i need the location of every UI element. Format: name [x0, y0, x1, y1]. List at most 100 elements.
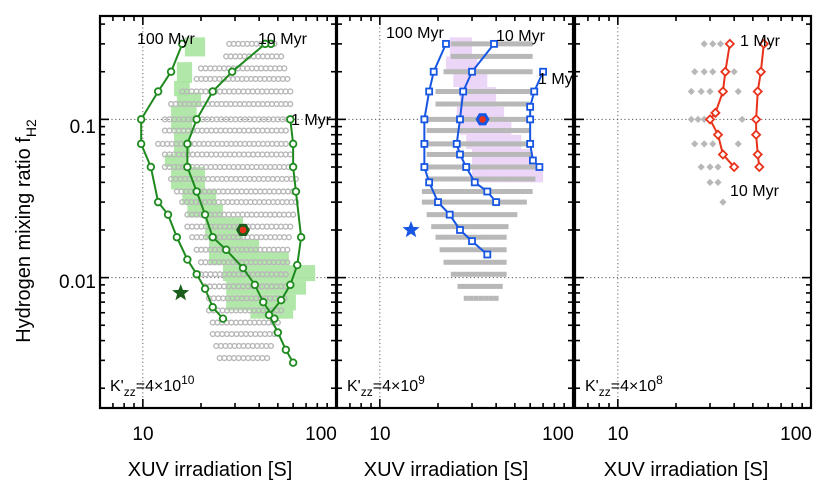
grey-point — [687, 87, 695, 96]
xtick-label-100-middle: 100 — [542, 424, 574, 445]
grey-point — [287, 223, 294, 230]
grey-point — [426, 116, 432, 122]
grey-point — [444, 247, 450, 253]
grey-point — [492, 128, 498, 134]
grey-point — [515, 128, 521, 134]
grey-point — [482, 41, 488, 47]
grey-point — [514, 41, 520, 47]
grey-point — [691, 68, 699, 76]
grey-point — [504, 141, 510, 147]
grey-point — [464, 41, 470, 47]
grey-point — [459, 53, 465, 59]
grey-point — [530, 176, 536, 182]
grey-point — [492, 271, 498, 277]
track-label: 10 Myr — [730, 183, 780, 200]
track-point — [758, 38, 770, 50]
track-point — [200, 284, 210, 293]
grey-point — [474, 259, 480, 265]
track-point — [750, 129, 762, 140]
range-box — [449, 37, 473, 57]
grey-point — [482, 101, 488, 107]
grey-point — [426, 128, 432, 134]
track-point — [526, 139, 535, 148]
grey-point — [431, 212, 437, 218]
grey-point — [520, 164, 526, 170]
grey-point — [496, 128, 502, 134]
ytick-label-0.1: 0.1 — [70, 117, 96, 138]
grey-point — [421, 189, 427, 195]
grey-point — [496, 247, 502, 253]
grey-point — [462, 199, 468, 205]
grey-point — [449, 189, 455, 195]
grey-point — [525, 176, 531, 182]
grey-point — [501, 259, 507, 265]
grey-point — [716, 40, 725, 48]
grey-point — [691, 140, 699, 148]
grey-point — [463, 189, 469, 195]
grey-point — [512, 199, 518, 205]
grey-point — [284, 246, 291, 253]
grey-point — [466, 283, 472, 289]
xtick-label-100-left: 100 — [305, 424, 337, 445]
grey-point — [706, 178, 714, 186]
grey-point — [426, 212, 432, 218]
grey-point — [461, 259, 467, 265]
track-point — [754, 161, 765, 173]
grey-point — [431, 176, 437, 182]
grey-point — [504, 189, 510, 195]
grey-point — [498, 212, 504, 218]
track-line — [755, 43, 765, 168]
track-point — [530, 87, 539, 96]
grey-point — [490, 151, 496, 157]
grey-point — [445, 141, 451, 147]
grey-point — [513, 89, 519, 95]
grey-point — [500, 141, 506, 147]
track-point — [526, 115, 535, 124]
x-axis-label-left: XUV irradiation [S] — [128, 459, 293, 481]
grey-point — [473, 271, 479, 277]
kzz-annotation: K'zz=4×1010 — [110, 373, 195, 399]
grey-point — [469, 164, 475, 170]
track-point — [539, 67, 547, 76]
grey-point — [431, 224, 437, 230]
grey-point — [500, 151, 506, 157]
range-box — [174, 131, 190, 155]
grey-point — [468, 41, 474, 47]
grey-point — [444, 234, 450, 240]
grey-point — [494, 224, 500, 230]
grey-point — [738, 115, 746, 123]
grey-point — [453, 199, 459, 205]
track-point — [492, 198, 501, 207]
grey-point — [468, 53, 474, 59]
range-box — [164, 154, 188, 168]
grey-point — [483, 259, 489, 265]
track-point — [264, 310, 274, 320]
panel-middle: 100 Myr 10 Myr 1 Myr K'zz=4×109 — [335, 14, 579, 410]
track-point — [261, 39, 270, 49]
grey-point — [486, 151, 492, 157]
grey-point — [491, 53, 497, 59]
star-marker — [172, 284, 190, 301]
grey-point — [463, 295, 469, 301]
grey-point — [504, 69, 510, 75]
track-point — [238, 263, 248, 273]
grey-point — [510, 128, 516, 134]
grey-point — [470, 283, 476, 289]
grey-point — [525, 164, 531, 170]
track-point — [752, 86, 764, 97]
grey-point — [490, 141, 496, 147]
grey-point — [455, 271, 461, 277]
grey-point — [444, 89, 450, 95]
track-point — [429, 67, 438, 76]
grey-point — [513, 116, 519, 122]
grey-point — [440, 164, 446, 170]
grey-point — [479, 283, 485, 289]
grey-point — [464, 128, 470, 134]
hexagon-center — [239, 226, 247, 234]
track-label: 100 Myr — [137, 31, 195, 48]
grey-point — [469, 212, 475, 218]
grey-point — [459, 41, 465, 47]
grey-point — [278, 53, 285, 60]
grey-point — [485, 69, 491, 75]
track-point — [728, 161, 740, 173]
